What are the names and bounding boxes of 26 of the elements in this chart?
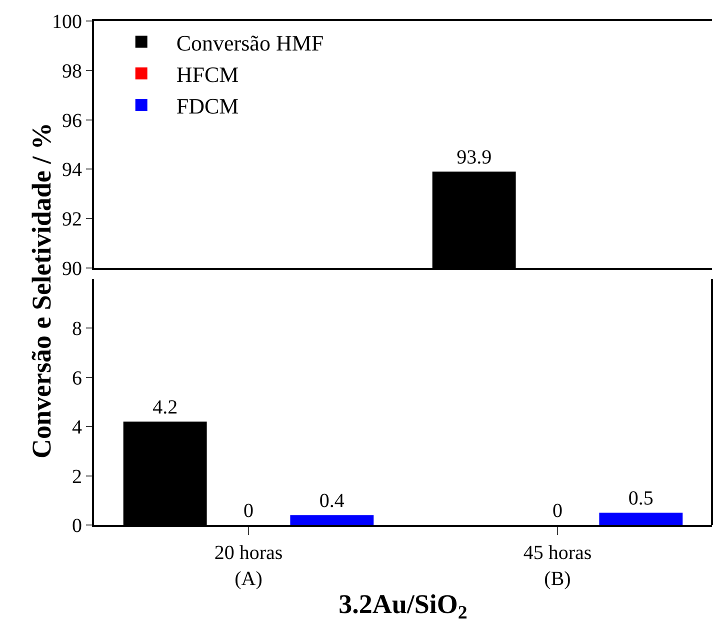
y-tick-label: 4 — [72, 416, 82, 439]
bar — [290, 515, 374, 525]
data-label: 0 — [244, 500, 254, 522]
y-tick-label: 98 — [62, 60, 82, 82]
data-label: 93.9 — [456, 146, 492, 169]
y-tick-label: 96 — [62, 110, 82, 132]
data-label: 0.4 — [319, 490, 344, 512]
x-tick-label: 45 horas (B) — [523, 542, 592, 590]
x-tick-label: 20 horas (A) — [214, 542, 283, 590]
y-tick-label: 92 — [62, 208, 82, 231]
y-tick-label: 100 — [52, 11, 82, 33]
legend-label: Conversão HMF — [176, 30, 324, 56]
y-tick-label: 8 — [72, 318, 82, 340]
y-tick-label: 6 — [72, 367, 82, 390]
legend-label: FDCM — [176, 94, 239, 119]
y-axis-title: Conversão e Seletividade / % — [26, 122, 56, 459]
legend-label: HFCM — [176, 62, 239, 87]
bar — [599, 512, 683, 525]
data-label: 4.2 — [152, 396, 178, 419]
data-label: 0.5 — [628, 488, 654, 510]
y-tick-label: 90 — [62, 258, 82, 280]
y-tick-label: 2 — [72, 466, 82, 488]
data-label: 0 — [552, 500, 563, 522]
y-tick-label: 0 — [72, 515, 82, 537]
y-tick-label: 94 — [62, 159, 82, 182]
x-axis-title: 3.2Au/SiO$_{2}$ — [338, 588, 468, 624]
